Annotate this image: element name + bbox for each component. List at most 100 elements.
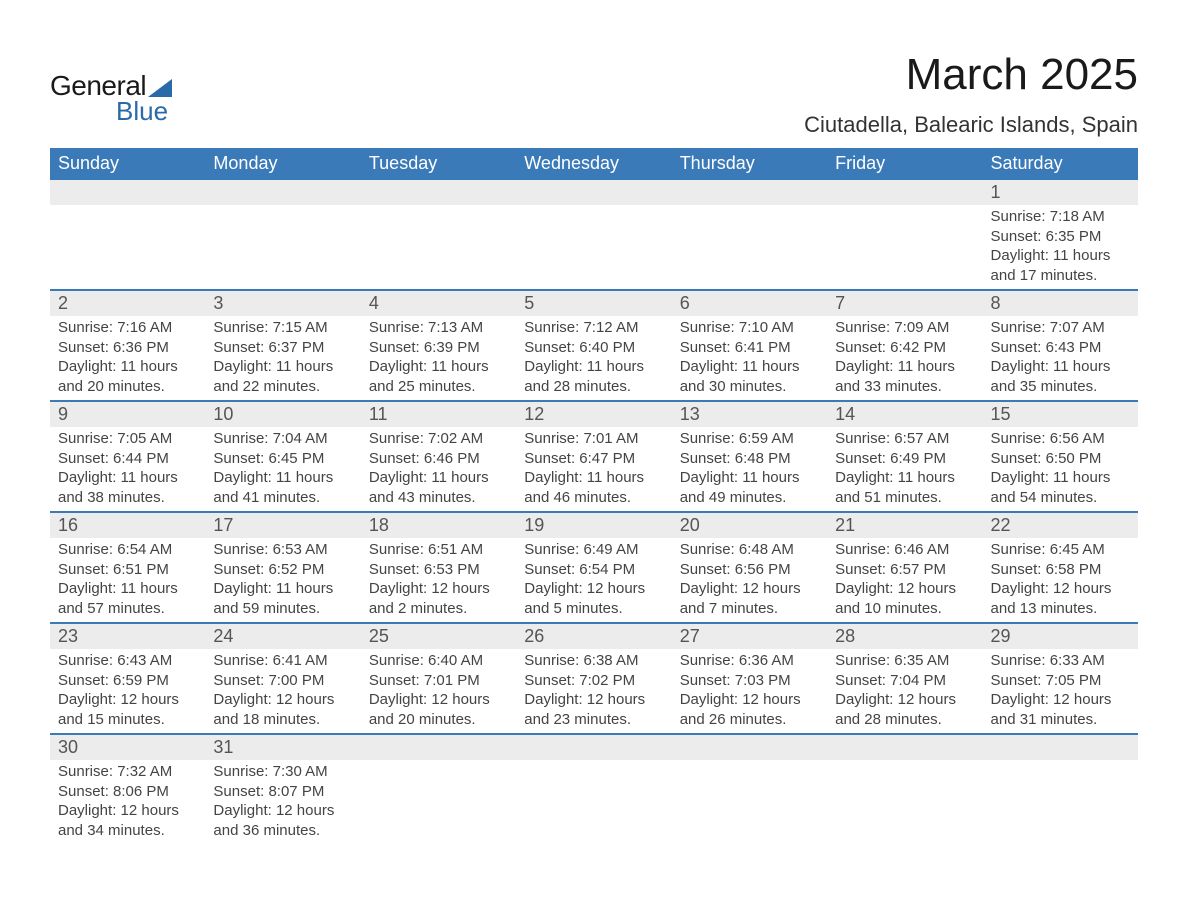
day-cell: 16Sunrise: 6:54 AMSunset: 6:51 PMDayligh… (50, 513, 205, 622)
day-number: 16 (50, 513, 205, 538)
day-number: 8 (983, 291, 1138, 316)
daylight-line-2: and 46 minutes. (524, 488, 663, 508)
day-number: 20 (672, 513, 827, 538)
day-cell: 18Sunrise: 6:51 AMSunset: 6:53 PMDayligh… (361, 513, 516, 622)
day-details: Sunrise: 7:10 AMSunset: 6:41 PMDaylight:… (672, 316, 827, 400)
week-row: 23Sunrise: 6:43 AMSunset: 6:59 PMDayligh… (50, 622, 1138, 733)
daylight-line-2: and 25 minutes. (369, 377, 508, 397)
sunset-line: Sunset: 6:53 PM (369, 560, 508, 580)
day-number: 1 (983, 180, 1138, 205)
daylight-line-2: and 28 minutes. (835, 710, 974, 730)
daylight-line-1: Daylight: 11 hours (680, 468, 819, 488)
day-number: 7 (827, 291, 982, 316)
weekday-label: Wednesday (516, 148, 671, 180)
sunrise-line: Sunrise: 6:40 AM (369, 651, 508, 671)
day-cell: 6Sunrise: 7:10 AMSunset: 6:41 PMDaylight… (672, 291, 827, 400)
day-details: Sunrise: 7:02 AMSunset: 6:46 PMDaylight:… (361, 427, 516, 511)
sunset-line: Sunset: 6:56 PM (680, 560, 819, 580)
daylight-line-2: and 31 minutes. (991, 710, 1130, 730)
daylight-line-1: Daylight: 12 hours (369, 690, 508, 710)
daylight-line-1: Daylight: 12 hours (680, 690, 819, 710)
daylight-line-1: Daylight: 11 hours (213, 357, 352, 377)
sunrise-line: Sunrise: 7:10 AM (680, 318, 819, 338)
daylight-line-1: Daylight: 11 hours (991, 468, 1130, 488)
day-number: 4 (361, 291, 516, 316)
day-cell: 11Sunrise: 7:02 AMSunset: 6:46 PMDayligh… (361, 402, 516, 511)
daylight-line-2: and 43 minutes. (369, 488, 508, 508)
daylight-line-2: and 15 minutes. (58, 710, 197, 730)
sunset-line: Sunset: 7:01 PM (369, 671, 508, 691)
daylight-line-1: Daylight: 11 hours (58, 468, 197, 488)
day-details: Sunrise: 7:15 AMSunset: 6:37 PMDaylight:… (205, 316, 360, 400)
day-number: 13 (672, 402, 827, 427)
sunset-line: Sunset: 7:05 PM (991, 671, 1130, 691)
daylight-line-1: Daylight: 11 hours (991, 246, 1130, 266)
day-cell: 28Sunrise: 6:35 AMSunset: 7:04 PMDayligh… (827, 624, 982, 733)
day-details: Sunrise: 6:43 AMSunset: 6:59 PMDaylight:… (50, 649, 205, 733)
day-number: 10 (205, 402, 360, 427)
sunrise-line: Sunrise: 6:57 AM (835, 429, 974, 449)
daylight-line-1: Daylight: 12 hours (369, 579, 508, 599)
daylight-line-2: and 34 minutes. (58, 821, 197, 841)
day-number: 30 (50, 735, 205, 760)
day-number: 25 (361, 624, 516, 649)
sunrise-line: Sunrise: 6:38 AM (524, 651, 663, 671)
day-number: 19 (516, 513, 671, 538)
day-cell: 23Sunrise: 6:43 AMSunset: 6:59 PMDayligh… (50, 624, 205, 733)
weekday-label: Tuesday (361, 148, 516, 180)
daylight-line-2: and 23 minutes. (524, 710, 663, 730)
daylight-line-2: and 59 minutes. (213, 599, 352, 619)
daylight-line-1: Daylight: 12 hours (991, 579, 1130, 599)
daylight-line-2: and 26 minutes. (680, 710, 819, 730)
logo-text-blue: Blue (116, 96, 172, 127)
sunrise-line: Sunrise: 6:41 AM (213, 651, 352, 671)
day-number: . (672, 735, 827, 760)
day-cell: 3Sunrise: 7:15 AMSunset: 6:37 PMDaylight… (205, 291, 360, 400)
day-details: Sunrise: 7:04 AMSunset: 6:45 PMDaylight:… (205, 427, 360, 511)
day-number: . (205, 180, 360, 205)
day-cell: 26Sunrise: 6:38 AMSunset: 7:02 PMDayligh… (516, 624, 671, 733)
day-details: Sunrise: 7:07 AMSunset: 6:43 PMDaylight:… (983, 316, 1138, 400)
sunrise-line: Sunrise: 6:33 AM (991, 651, 1130, 671)
week-row: 2Sunrise: 7:16 AMSunset: 6:36 PMDaylight… (50, 289, 1138, 400)
day-number: . (50, 180, 205, 205)
day-cell: .. (361, 180, 516, 289)
day-number: . (827, 735, 982, 760)
sunrise-line: Sunrise: 7:16 AM (58, 318, 197, 338)
daylight-line-2: and 20 minutes. (369, 710, 508, 730)
month-title: March 2025 (804, 50, 1138, 100)
daylight-line-1: Daylight: 11 hours (369, 357, 508, 377)
daylight-line-1: Daylight: 12 hours (835, 579, 974, 599)
sunset-line: Sunset: 6:39 PM (369, 338, 508, 358)
day-number: 15 (983, 402, 1138, 427)
sunrise-line: Sunrise: 6:48 AM (680, 540, 819, 560)
day-details: Sunrise: 7:18 AMSunset: 6:35 PMDaylight:… (983, 205, 1138, 289)
day-cell: .. (205, 180, 360, 289)
day-details: Sunrise: 6:48 AMSunset: 6:56 PMDaylight:… (672, 538, 827, 622)
day-number: 14 (827, 402, 982, 427)
daylight-line-2: and 22 minutes. (213, 377, 352, 397)
day-details: Sunrise: 7:05 AMSunset: 6:44 PMDaylight:… (50, 427, 205, 511)
sunset-line: Sunset: 6:48 PM (680, 449, 819, 469)
day-cell: 15Sunrise: 6:56 AMSunset: 6:50 PMDayligh… (983, 402, 1138, 511)
day-cell: 25Sunrise: 6:40 AMSunset: 7:01 PMDayligh… (361, 624, 516, 733)
daylight-line-1: Daylight: 11 hours (680, 357, 819, 377)
day-number: . (983, 735, 1138, 760)
day-number: 24 (205, 624, 360, 649)
daylight-line-1: Daylight: 11 hours (213, 468, 352, 488)
weekday-header-row: Sunday Monday Tuesday Wednesday Thursday… (50, 148, 1138, 180)
day-details: Sunrise: 7:13 AMSunset: 6:39 PMDaylight:… (361, 316, 516, 400)
daylight-line-2: and 2 minutes. (369, 599, 508, 619)
week-row: 9Sunrise: 7:05 AMSunset: 6:44 PMDaylight… (50, 400, 1138, 511)
sunrise-line: Sunrise: 6:45 AM (991, 540, 1130, 560)
daylight-line-1: Daylight: 12 hours (991, 690, 1130, 710)
day-number: 3 (205, 291, 360, 316)
sunrise-line: Sunrise: 7:15 AM (213, 318, 352, 338)
day-number: 18 (361, 513, 516, 538)
sunrise-line: Sunrise: 6:53 AM (213, 540, 352, 560)
day-details: Sunrise: 6:57 AMSunset: 6:49 PMDaylight:… (827, 427, 982, 511)
day-number: 29 (983, 624, 1138, 649)
day-cell: 7Sunrise: 7:09 AMSunset: 6:42 PMDaylight… (827, 291, 982, 400)
sunrise-line: Sunrise: 7:30 AM (213, 762, 352, 782)
sunset-line: Sunset: 6:40 PM (524, 338, 663, 358)
